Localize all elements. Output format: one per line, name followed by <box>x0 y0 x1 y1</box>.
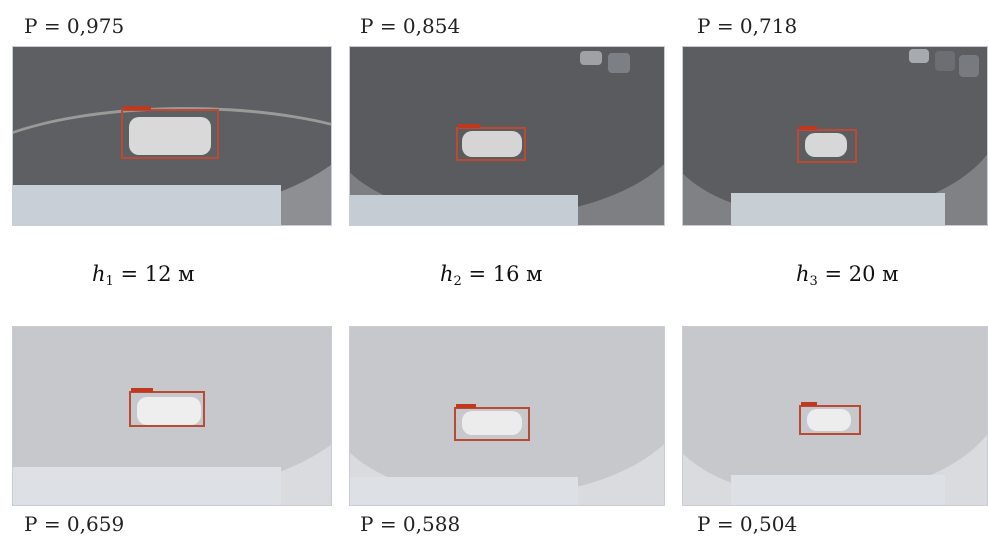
probability-label-top-2: P = 0,854 <box>360 14 461 38</box>
aerial-photo-top-2 <box>349 46 665 226</box>
detection-tag <box>456 404 476 408</box>
detection-tag <box>123 106 151 110</box>
probability-label-top-1: P = 0,975 <box>24 14 125 38</box>
aerial-photo-bottom-1 <box>12 326 332 506</box>
aerial-photo-bottom-2 <box>349 326 665 506</box>
probability-label-bottom-1: P = 0,659 <box>24 512 125 536</box>
detection-tag <box>801 402 817 406</box>
height-label-3: h3 = 20 м <box>796 262 899 289</box>
detection-tag <box>131 388 153 392</box>
aerial-photo-top-1 <box>12 46 332 226</box>
probability-label-top-3: P = 0,718 <box>697 14 798 38</box>
aerial-photo-top-3 <box>682 46 988 226</box>
detection-tag <box>799 126 817 130</box>
detection-tag <box>458 124 480 128</box>
aerial-photo-bottom-3 <box>682 326 988 506</box>
height-label-2: h2 = 16 м <box>440 262 543 289</box>
probability-label-bottom-3: P = 0,504 <box>697 512 798 536</box>
probability-label-bottom-2: P = 0,588 <box>360 512 461 536</box>
height-label-1: h1 = 12 м <box>92 262 195 289</box>
